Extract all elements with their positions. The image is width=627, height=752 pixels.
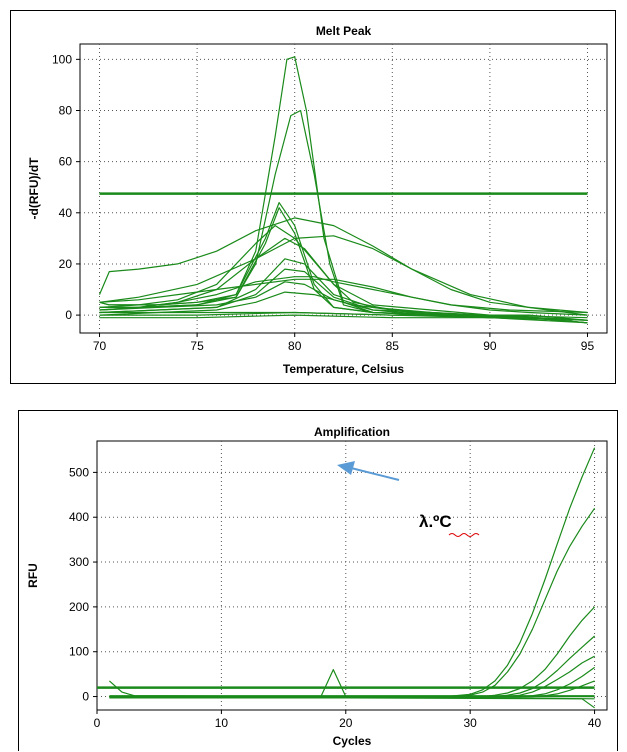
series-line-10	[109, 697, 595, 709]
series-line-13	[99, 281, 588, 321]
plot-frame	[79, 43, 608, 334]
chart-title: Melt Peak	[316, 24, 372, 38]
y-tick-label: 500	[69, 465, 89, 479]
series-group	[98, 56, 588, 324]
series-line-7	[98, 217, 588, 316]
x-tick-label: 20	[339, 716, 353, 730]
x-tick-label: 80	[288, 339, 302, 353]
amplification-panel: Amplification 0 10 20 30 40 0 100 200 300 400 500 Cy…	[18, 410, 618, 751]
x-tick-label: 90	[483, 339, 497, 353]
y-tick-label: 0	[65, 308, 72, 322]
y-tick-label: 0	[82, 690, 89, 704]
y-axis-label: RFU	[26, 563, 40, 588]
series-line-10	[99, 278, 588, 314]
x-tick-label: 85	[386, 339, 400, 353]
y-tick-label: 60	[59, 155, 73, 169]
series-group	[97, 447, 596, 709]
y-tick-label: 100	[69, 645, 89, 659]
x-tick-label: 0	[94, 716, 101, 730]
spellcheck-underline	[448, 533, 480, 537]
series-line-1	[109, 447, 596, 698]
x-tick-label: 95	[581, 339, 595, 353]
y-tick-label: 80	[59, 103, 73, 117]
x-axis-label: Temperature, Celsius	[283, 362, 404, 376]
arrow-shaft	[350, 467, 400, 481]
y-tick-label: 400	[69, 510, 89, 524]
x-axis-label: Cycles	[333, 734, 372, 748]
y-tick-label: 200	[69, 600, 89, 614]
y-tick-label: 100	[52, 52, 72, 66]
series-line-5	[109, 655, 595, 698]
x-tick-label: 75	[190, 339, 204, 353]
annotation-text: λ.ºC	[419, 512, 452, 531]
y-tick-label: 300	[69, 555, 89, 569]
y-tick-label: 20	[59, 257, 73, 271]
x-tick-label: 70	[93, 339, 107, 353]
chart-title: Amplification	[314, 425, 390, 439]
melt-peak-chart: Melt Peak 70 75 80 85 90 95 0 20 40 60 80 100 Tempera…	[27, 24, 608, 376]
x-tick-label: 10	[215, 716, 229, 730]
series-line-8	[99, 235, 588, 314]
series-line-2	[99, 109, 588, 321]
plot-frame	[96, 440, 608, 711]
x-tick-label: 40	[588, 716, 602, 730]
y-axis-label: -d(RFU)/dT	[27, 157, 41, 220]
x-tick-label: 30	[463, 716, 477, 730]
melt-peak-panel: Melt Peak 70 75 80 85 90 95 0 20 40 60 80 100 Tempera…	[10, 10, 616, 384]
y-tick-label: 40	[59, 206, 73, 220]
series-line-2	[109, 507, 596, 698]
series-line-17	[99, 314, 588, 324]
arrow-head-icon	[337, 461, 355, 475]
series-line-6	[99, 225, 588, 321]
